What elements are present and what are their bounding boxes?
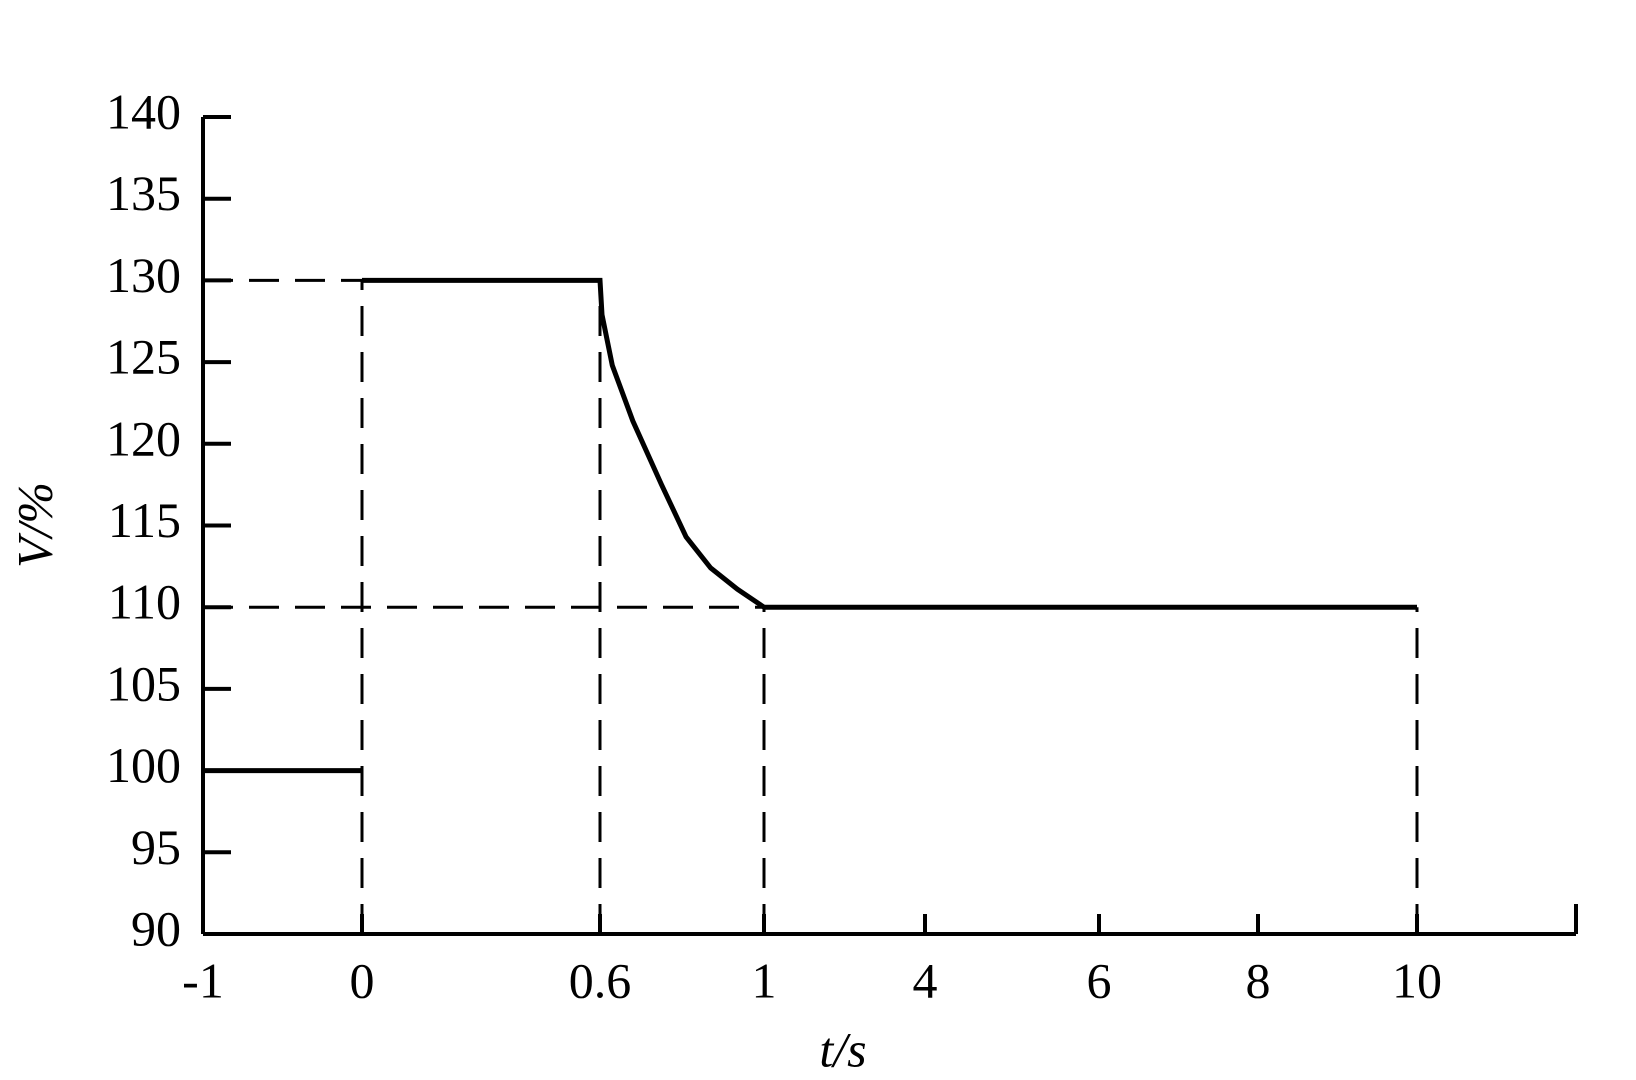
- y-tick-label: 115: [108, 492, 181, 548]
- x-tick-label: 4: [913, 952, 938, 1008]
- x-tick-label: 8: [1246, 952, 1271, 1008]
- x-tick-label: 0.6: [569, 952, 632, 1008]
- y-tick-label: 130: [106, 247, 181, 303]
- y-tick-label: 110: [108, 574, 181, 630]
- y-tick-label: 105: [106, 655, 181, 711]
- x-tick-label: -1: [182, 952, 224, 1008]
- x-tick-label: 10: [1392, 952, 1442, 1008]
- y-tick-label: 125: [106, 329, 181, 385]
- y-tick-label: 100: [106, 737, 181, 793]
- line-series: [203, 277, 1417, 774]
- y-tick-label: 90: [131, 900, 181, 956]
- y-tick-label: 95: [131, 819, 181, 875]
- y-tick-label: 135: [106, 165, 181, 221]
- x-tick-label: 0: [350, 952, 375, 1008]
- x-axis-label: t/s: [819, 1021, 866, 1077]
- x-tick-label: 1: [752, 952, 777, 1008]
- y-tick-label: 120: [106, 410, 181, 466]
- y-tick-label: 140: [106, 83, 181, 139]
- x-tick-label: 6: [1087, 952, 1112, 1008]
- y-axis-label: V/%: [6, 482, 62, 568]
